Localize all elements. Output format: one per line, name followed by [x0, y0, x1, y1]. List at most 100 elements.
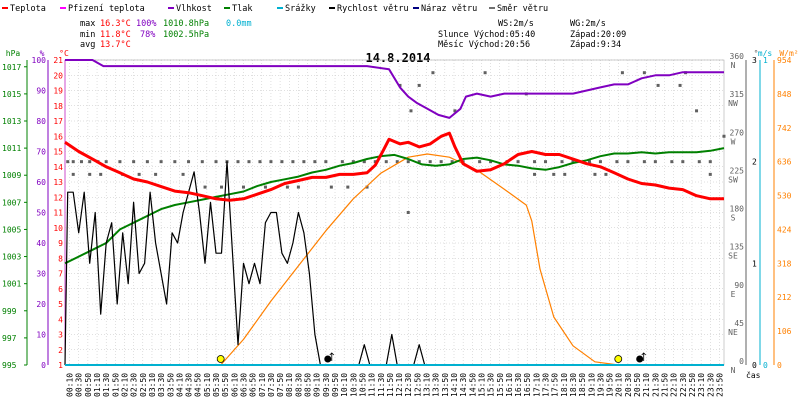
stat-max-label: max — [80, 19, 95, 29]
series-slunce — [220, 153, 619, 366]
wind-dir-point — [489, 160, 493, 164]
solar-tick: 212 — [777, 293, 792, 302]
wind-dir-point — [280, 160, 284, 164]
wind-dir-point — [626, 160, 630, 164]
humidity-tick: 30 — [36, 270, 46, 279]
wind-dir-point — [398, 83, 402, 87]
humidity-tick: 10 — [36, 331, 46, 340]
info-sun: Slunce Východ:05:40 — [438, 30, 535, 40]
moonset-marker — [324, 355, 332, 363]
wind-tick: 3 — [752, 56, 757, 65]
x-tick-label: 19:30 — [596, 373, 605, 397]
axes: hPa% °C ° m/s W/m²99599799910011003100510071… — [2, 49, 799, 375]
wind-dir-point — [173, 160, 177, 164]
x-tick-label: 11:30 — [377, 373, 386, 397]
x-tick-label: 19:10 — [587, 373, 596, 397]
wind-dir-point — [187, 160, 191, 164]
wind-dir-point — [181, 172, 185, 176]
wind-dir-point — [453, 109, 457, 113]
wind-dir-point — [533, 172, 537, 176]
x-tick-label: 13:10 — [423, 373, 432, 397]
dir-tick: 315 — [730, 90, 745, 99]
wind-dir-point — [118, 160, 122, 164]
temperature-tick: 3 — [58, 331, 63, 340]
stat-avg-temp: 13.7°C — [100, 40, 131, 50]
x-tick-label: 21:30 — [651, 373, 660, 397]
temperature-tick: 4 — [58, 315, 63, 324]
dir-label: SE — [728, 252, 738, 261]
wind-dir-point — [241, 185, 245, 189]
temperature-tick: 9 — [58, 239, 63, 248]
wind-dir-point — [247, 160, 251, 164]
wind-dir-point — [220, 185, 224, 189]
stat-min-temp: 11.8°C — [100, 30, 131, 40]
wind-dir-point — [428, 160, 432, 164]
dir-label: N — [731, 61, 736, 70]
wind-dir-point — [431, 71, 435, 75]
unit-wm2: W/m² — [779, 49, 798, 58]
wind-dir-point — [104, 160, 108, 164]
temperature-tick: 6 — [58, 285, 63, 294]
wind-dir-point — [406, 211, 410, 214]
wind-dir-point — [563, 172, 567, 176]
chart-title: 14.8.2014 — [365, 51, 430, 65]
humidity-tick: 20 — [36, 300, 46, 309]
wind-tick: 2 — [752, 158, 757, 167]
stat-min-label: min — [80, 30, 95, 40]
wind-dir-point — [552, 172, 556, 176]
rain-tick: 0 — [763, 361, 768, 370]
temperature-tick: 19 — [53, 87, 63, 96]
wind-dir-point — [417, 83, 421, 87]
legend-label: Srážky — [285, 4, 316, 14]
stats-panel: max 16.3°C 100% 1010.8hPa 0.0mm min 11.8… — [80, 19, 252, 50]
temperature-tick: 8 — [58, 254, 63, 263]
wind-dir-point — [236, 160, 240, 164]
unit-degc: °C — [59, 49, 69, 58]
dir-tick: 360 — [730, 52, 745, 61]
wind-dir-point — [365, 185, 369, 189]
x-tick-label: 02:30 — [130, 373, 139, 397]
x-tick-label: 10:30 — [349, 373, 358, 397]
rain-tick: 1 — [763, 56, 768, 65]
astro-info: WS:2m/s WG:2m/s Slunce Východ:05:40 Zápa… — [438, 19, 626, 50]
info-sun-set: Západ:20:09 — [570, 30, 626, 40]
wind-dir-point — [71, 172, 75, 176]
pressure-tick: 1013 — [2, 117, 21, 126]
x-tick-label: 06:30 — [239, 373, 248, 397]
x-tick-label: 08:50 — [304, 373, 313, 397]
x-tick-label: 04:30 — [185, 373, 194, 397]
pressure-tick: 1003 — [2, 253, 21, 262]
x-tick-label: 12:50 — [413, 373, 422, 397]
unit-hpa: hPa — [6, 49, 21, 58]
dir-label: S — [731, 214, 736, 223]
wind-dir-point — [560, 160, 564, 164]
wind-dir-point — [656, 83, 660, 87]
wind-dir-point — [587, 160, 591, 164]
x-tick-label: 22:10 — [670, 373, 679, 397]
dir-label: SW — [728, 175, 738, 184]
wind-dir-point — [324, 160, 328, 164]
pressure-tick: 999 — [2, 307, 17, 316]
wind-dir-point — [79, 160, 83, 164]
x-tick-label: 03:50 — [166, 373, 175, 397]
x-tick-label: 05:10 — [203, 373, 212, 397]
pressure-tick: 1015 — [2, 90, 21, 99]
wind-dir-point — [406, 160, 410, 164]
x-tick-label: 19:50 — [606, 373, 615, 397]
solar-tick: 742 — [777, 124, 792, 133]
wind-dir-point — [362, 160, 366, 164]
temperature-tick: 20 — [53, 71, 63, 80]
solar-tick: 530 — [777, 192, 792, 201]
wind-dir-point — [681, 160, 685, 164]
x-tick-label: 14:50 — [468, 373, 477, 397]
x-tick-label: 18:50 — [578, 373, 587, 397]
dir-label: N — [731, 366, 736, 375]
stat-max-temp: 16.3°C — [100, 19, 131, 29]
temperature-tick: 16 — [53, 132, 63, 141]
x-tick-label: 08:10 — [285, 373, 294, 397]
wind-dir-point — [263, 185, 267, 189]
dir-label: NW — [728, 99, 738, 108]
x-axis-ticks: 00:10 00:30 00:50 01:10 01:30 01:50 02:10 02:30… — [66, 370, 761, 397]
pressure-tick: 1007 — [2, 198, 21, 207]
wind-dir-point — [340, 160, 344, 164]
